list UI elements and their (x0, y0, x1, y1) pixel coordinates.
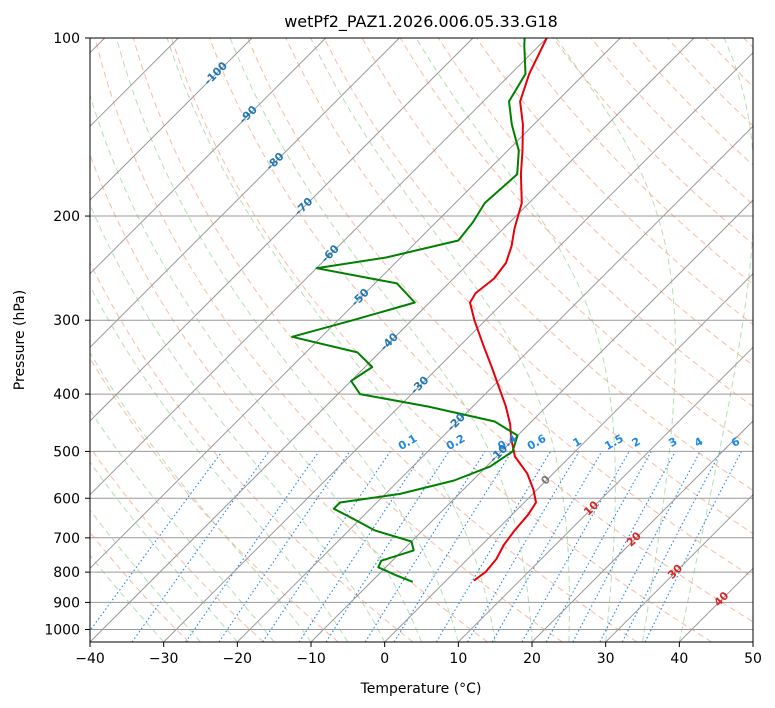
mixing-ratio-lines (90, 451, 742, 642)
y-tick-label: 400 (53, 387, 80, 403)
x-axis-title: Temperature (°C) (360, 681, 482, 697)
moist-adiabat (90, 93, 422, 642)
y-tick-label: 900 (53, 595, 80, 611)
mixing-ratio-line (262, 451, 391, 642)
moist-adiabat (90, 554, 165, 642)
dry-adiabat (209, 38, 753, 623)
mixing-ratio-line (393, 451, 513, 642)
dewpoint-profile-line (291, 38, 527, 583)
isotherm-line (90, 38, 253, 201)
y-tick-label: 300 (53, 313, 80, 329)
y-tick-label: 1000 (44, 622, 80, 638)
isotherm-line (236, 125, 753, 642)
isotherm-line (90, 38, 621, 570)
mixing-ratio-line (325, 451, 450, 642)
mixing-ratio-line (185, 451, 320, 642)
chart-title: wetPf2_PAZ1.2026.006.05.33.G18 (284, 12, 558, 32)
moist-adiabat (116, 38, 459, 642)
moist-adiabat (90, 409, 275, 642)
x-tick-label: −20 (223, 651, 253, 667)
dry-adiabat (247, 38, 753, 578)
moist-adiabat (90, 284, 349, 642)
x-tick-label: −30 (149, 651, 179, 667)
moist-adiabat (90, 509, 201, 642)
isotherm-line (384, 272, 753, 642)
y-tick-label: 600 (53, 491, 80, 507)
dry-adiabat (132, 38, 638, 642)
mixing-ratio-line (545, 451, 652, 642)
mixing-ratio-line (621, 451, 722, 642)
dry-adiabat (90, 261, 414, 642)
y-tick-label: 800 (53, 565, 80, 581)
y-axis-ticks: 100 200 300 400 500 600 700 800 900 1000 (44, 31, 90, 638)
dry-adiabat (90, 446, 264, 642)
dry-adiabat (514, 38, 753, 285)
moist-adiabat (90, 461, 238, 642)
moist-adiabat (415, 38, 616, 642)
plot-frame (89, 37, 754, 643)
dry-adiabat (323, 38, 753, 492)
x-axis-ticks: −40 −30 −20 −10 0 10 20 30 40 50 (75, 642, 762, 667)
mixing-ratio-line (298, 451, 425, 642)
x-tick-label: 40 (670, 651, 688, 667)
x-tick-label: −10 (296, 651, 326, 667)
dry-adiabat (170, 38, 712, 642)
x-tick-label: 0 (380, 651, 389, 667)
isotherm-line (90, 38, 548, 496)
isotherm-lines (90, 38, 753, 642)
dry-adiabat (94, 38, 563, 642)
pressure-gridlines (90, 38, 753, 630)
dry-adiabat (90, 357, 339, 642)
isotherm-line (605, 493, 753, 642)
isotherm-line (90, 38, 327, 275)
mixing-ratio-line (90, 451, 223, 632)
isotherm-line (90, 38, 695, 642)
y-tick-label: 200 (53, 209, 80, 225)
moist-adiabat (90, 203, 386, 642)
mixing-ratio-line (521, 451, 630, 642)
profile-series (291, 38, 548, 583)
dry-adiabat (476, 38, 753, 326)
y-tick-label: 100 (53, 31, 80, 47)
y-tick-label: 500 (53, 444, 80, 460)
isotherm-line (457, 346, 753, 642)
isotherm-line (163, 51, 753, 642)
moist-adiabat (166, 38, 496, 642)
isotherm-line (90, 38, 474, 422)
mixing-ratio-line (644, 451, 742, 642)
isotherm-line (531, 420, 753, 642)
moist-adiabat (229, 38, 533, 642)
plot-area: 0.10.20.40.611.52346810131620253036-100-… (90, 38, 753, 642)
moist-adiabat (678, 38, 753, 642)
x-tick-label: −40 (75, 651, 105, 667)
x-tick-label: 50 (744, 651, 762, 667)
isotherm-line (90, 38, 400, 349)
x-tick-label: 20 (523, 651, 541, 667)
dry-adiabat (285, 38, 753, 535)
mixing-ratio-line (572, 451, 676, 642)
dry-adiabat-lines (90, 38, 753, 642)
moist-adiabat (310, 38, 570, 642)
mixing-ratio-line (218, 451, 351, 642)
y-tick-label: 700 (53, 531, 80, 547)
temperature-profile-line (469, 38, 548, 582)
x-tick-label: 10 (449, 651, 467, 667)
y-axis-title: Pressure (hPa) (12, 290, 28, 390)
x-tick-label: 30 (597, 651, 615, 667)
